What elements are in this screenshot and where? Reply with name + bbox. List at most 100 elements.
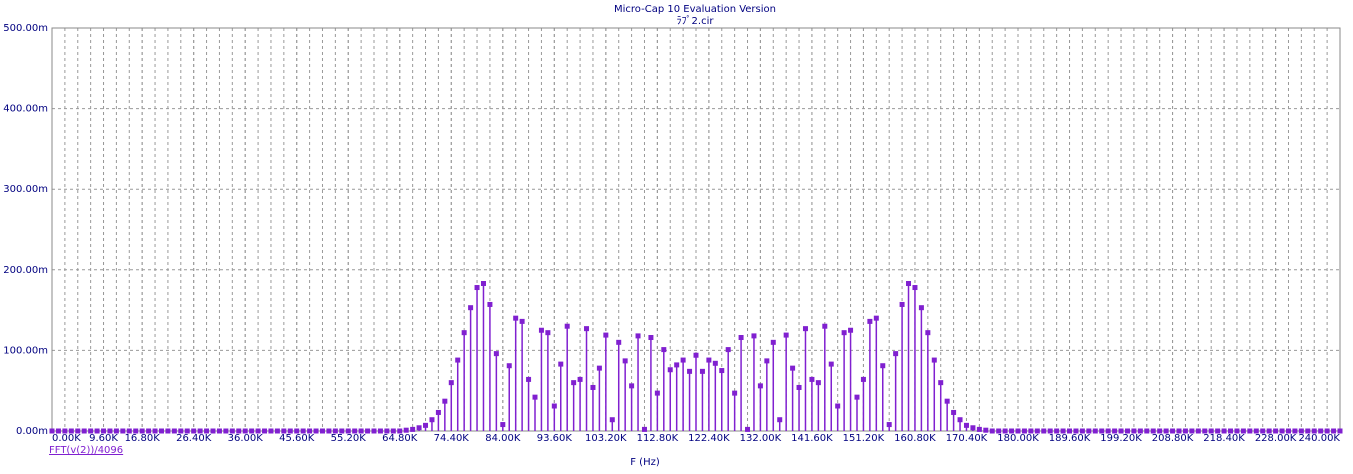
marker	[113, 428, 119, 434]
marker	[435, 409, 441, 415]
marker	[822, 323, 828, 329]
marker	[442, 398, 448, 404]
marker	[62, 428, 68, 434]
marker	[1189, 428, 1195, 434]
marker	[693, 352, 699, 358]
marker	[732, 390, 738, 396]
legend-entry: FFT(v(2))/4096	[49, 445, 123, 456]
x-tick-label: 55.20K	[331, 433, 367, 444]
marker	[1144, 428, 1150, 434]
marker	[184, 428, 190, 434]
marker	[654, 390, 660, 396]
marker	[371, 428, 377, 434]
marker	[178, 428, 184, 434]
x-tick-label: 0.00K	[52, 433, 81, 444]
marker	[1067, 428, 1073, 434]
marker	[339, 428, 345, 434]
marker	[815, 380, 821, 386]
marker	[790, 365, 796, 371]
marker	[1292, 428, 1298, 434]
marker	[1028, 428, 1034, 434]
marker	[1099, 428, 1105, 434]
marker	[1285, 428, 1291, 434]
marker	[487, 301, 493, 307]
marker	[423, 422, 429, 428]
marker	[365, 428, 371, 434]
x-tick-label: 170.40K	[946, 433, 988, 444]
x-tick-label: 26.40K	[176, 433, 212, 444]
marker	[416, 425, 422, 431]
marker	[216, 428, 222, 434]
x-tick-label: 151.20K	[843, 433, 885, 444]
x-tick-label: 64.80K	[382, 433, 418, 444]
marker	[126, 428, 132, 434]
marker	[474, 285, 480, 291]
marker	[1118, 428, 1124, 434]
marker	[410, 426, 416, 432]
y-tick-label: 300.00m	[3, 184, 48, 195]
marker	[584, 326, 590, 332]
marker	[719, 368, 725, 374]
marker	[1305, 428, 1311, 434]
marker	[455, 357, 461, 363]
marker	[551, 403, 557, 409]
marker	[1054, 428, 1060, 434]
marker	[770, 339, 776, 345]
marker	[242, 428, 248, 434]
x-tick-label: 141.60K	[791, 433, 833, 444]
marker	[809, 376, 815, 382]
marker	[1221, 428, 1227, 434]
marker	[918, 305, 924, 311]
marker	[1337, 428, 1343, 434]
x-tick-label: 160.80K	[894, 433, 936, 444]
marker	[1240, 428, 1246, 434]
x-tick-label: 93.60K	[537, 433, 573, 444]
marker	[687, 368, 693, 374]
marker	[1157, 428, 1163, 434]
x-tick-label: 112.80K	[637, 433, 679, 444]
marker	[377, 428, 383, 434]
marker	[880, 363, 886, 369]
marker	[1260, 428, 1266, 434]
marker	[764, 358, 770, 364]
marker	[81, 428, 87, 434]
marker	[493, 351, 499, 357]
marker	[938, 380, 944, 386]
marker	[1150, 428, 1156, 434]
marker	[667, 367, 673, 373]
marker	[1182, 428, 1188, 434]
marker	[262, 428, 268, 434]
marker	[854, 394, 860, 400]
marker	[532, 394, 538, 400]
marker	[313, 428, 319, 434]
marker	[1195, 428, 1201, 434]
marker	[738, 335, 744, 341]
marker	[951, 409, 957, 415]
x-tick-label: 199.20K	[1100, 433, 1142, 444]
marker	[1318, 428, 1324, 434]
chart-title: Micro-Cap 10 Evaluation Version	[614, 4, 776, 15]
x-tick-label: 132.00K	[740, 433, 782, 444]
marker	[641, 426, 647, 432]
marker	[1131, 428, 1137, 434]
marker	[1009, 428, 1015, 434]
marker	[622, 358, 628, 364]
marker	[1215, 428, 1221, 434]
marker	[1247, 428, 1253, 434]
marker	[603, 332, 609, 338]
marker	[352, 428, 358, 434]
marker	[873, 315, 879, 321]
marker	[1021, 428, 1027, 434]
marker	[1266, 428, 1272, 434]
marker	[1273, 428, 1279, 434]
marker	[281, 428, 287, 434]
marker	[757, 383, 763, 389]
marker	[860, 376, 866, 382]
x-tick-label: 122.40K	[688, 433, 730, 444]
marker	[307, 428, 313, 434]
marker	[300, 428, 306, 434]
marker	[94, 428, 100, 434]
marker	[1228, 428, 1234, 434]
marker	[944, 398, 950, 404]
x-tick-label: 103.20K	[585, 433, 627, 444]
